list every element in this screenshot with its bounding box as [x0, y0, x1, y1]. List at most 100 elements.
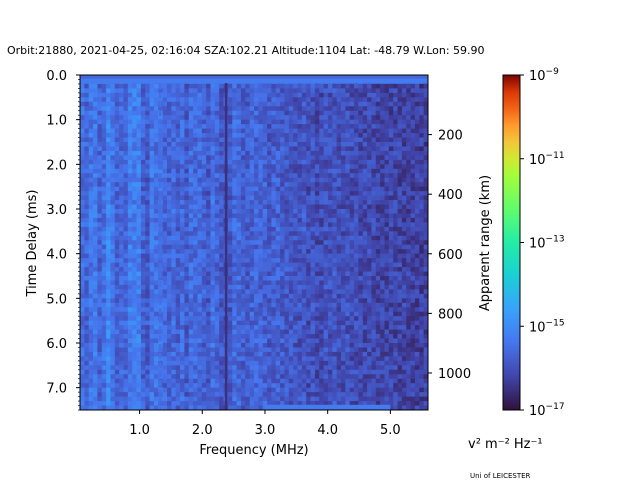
heatmap-cell: [136, 217, 142, 223]
heatmap-cell: [206, 191, 211, 196]
heatmap-cell: [332, 159, 338, 165]
heatmap-cell: [301, 284, 307, 290]
heatmap-cell: [219, 280, 224, 286]
heatmap-cell: [371, 204, 377, 210]
heatmap-cell: [358, 75, 364, 80]
heatmap-cell: [240, 128, 246, 134]
heatmap-cell: [123, 213, 129, 219]
heatmap-cell: [306, 293, 311, 299]
heatmap-cell: [188, 124, 194, 129]
heatmap-cell: [101, 133, 107, 138]
heatmap-cell: [101, 289, 107, 295]
heatmap-cell: [401, 159, 407, 165]
heatmap-cell: [254, 338, 259, 344]
heatmap-cell: [423, 307, 429, 313]
heatmap-cell: [227, 307, 233, 313]
heatmap-cell: [132, 168, 137, 174]
heatmap-cell: [288, 101, 294, 107]
heatmap-cell: [93, 88, 98, 94]
heatmap-cell: [388, 110, 394, 116]
heatmap-cell: [258, 92, 264, 98]
heatmap-cell: [214, 146, 220, 152]
heatmap-cell: [254, 195, 259, 201]
heatmap-cell: [362, 164, 368, 170]
heatmap-cell: [262, 209, 268, 214]
heatmap-cell: [410, 191, 416, 196]
heatmap-cell: [284, 253, 290, 259]
heatmap-cell: [210, 204, 216, 210]
heatmap-cell: [184, 137, 190, 143]
heatmap-cell: [301, 115, 307, 121]
heatmap-cell: [262, 83, 268, 89]
heatmap-cell: [310, 146, 316, 152]
heatmap-cell: [401, 276, 407, 281]
heatmap-cell: [171, 271, 177, 277]
heatmap-cell: [354, 110, 359, 116]
heatmap-cell: [110, 133, 116, 138]
heatmap-cell: [358, 186, 364, 192]
heatmap-cell: [167, 284, 172, 290]
heatmap-cell: [384, 119, 390, 125]
heatmap-cell: [188, 325, 194, 330]
heatmap-cell: [240, 347, 246, 353]
heatmap-cell: [419, 119, 425, 125]
heatmap-cell: [180, 222, 185, 228]
heatmap-cell: [345, 258, 351, 263]
heatmap-cell: [310, 182, 316, 188]
heatmap-cell: [393, 204, 398, 210]
heatmap-cell: [249, 231, 255, 237]
heatmap-cell: [345, 168, 351, 174]
heatmap-cell: [297, 191, 303, 196]
heatmap-cell: [406, 307, 411, 313]
heatmap-cell: [219, 83, 224, 89]
heatmap-cell: [188, 262, 194, 268]
heatmap-cell: [158, 159, 164, 165]
heatmap-cell: [341, 347, 346, 353]
heatmap-cell: [327, 142, 333, 147]
heatmap-cell: [310, 293, 316, 299]
heatmap-cell: [267, 262, 272, 268]
heatmap-cell: [284, 276, 290, 281]
heatmap-cell: [375, 293, 381, 299]
heatmap-cell: [310, 235, 316, 241]
heatmap-cell: [410, 289, 416, 295]
heatmap-cell: [180, 209, 185, 214]
heatmap-cell: [136, 271, 142, 277]
heatmap-cell: [362, 155, 368, 161]
heatmap-cell: [258, 164, 264, 170]
heatmap-cell: [236, 191, 242, 196]
heatmap-cell: [349, 209, 355, 214]
heatmap-cell: [358, 142, 364, 147]
heatmap-cell: [245, 137, 251, 143]
heatmap-cell: [367, 249, 372, 255]
heatmap-cell: [384, 146, 390, 152]
heatmap-cell: [180, 235, 185, 241]
heatmap-cell: [388, 213, 394, 219]
heatmap-cell: [132, 155, 137, 161]
heatmap-cell: [236, 168, 242, 174]
heatmap-cell: [423, 226, 429, 232]
heatmap-cell: [319, 119, 324, 125]
heatmap-cell: [184, 231, 190, 237]
heatmap-cell: [293, 182, 298, 188]
heatmap-cell: [414, 222, 420, 228]
heatmap-cell: [375, 222, 381, 228]
heatmap-cell: [388, 231, 394, 237]
heatmap-cell: [393, 115, 398, 121]
heatmap-cell: [206, 334, 211, 339]
heatmap-cell: [380, 137, 385, 143]
heatmap-cell: [401, 213, 407, 219]
heatmap-cell: [310, 307, 316, 313]
heatmap-cell: [93, 204, 98, 210]
heatmap-cell: [375, 83, 381, 89]
heatmap-cell: [149, 231, 155, 237]
heatmap-cell: [80, 159, 85, 165]
heatmap-cell: [162, 75, 168, 80]
heatmap-cell: [254, 329, 259, 335]
heatmap-cell: [158, 320, 164, 326]
heatmap-cell: [210, 177, 216, 183]
heatmap-cell: [206, 351, 211, 357]
heatmap-cell: [227, 186, 233, 192]
heatmap-cell: [310, 97, 316, 103]
heatmap-cell: [80, 276, 85, 281]
